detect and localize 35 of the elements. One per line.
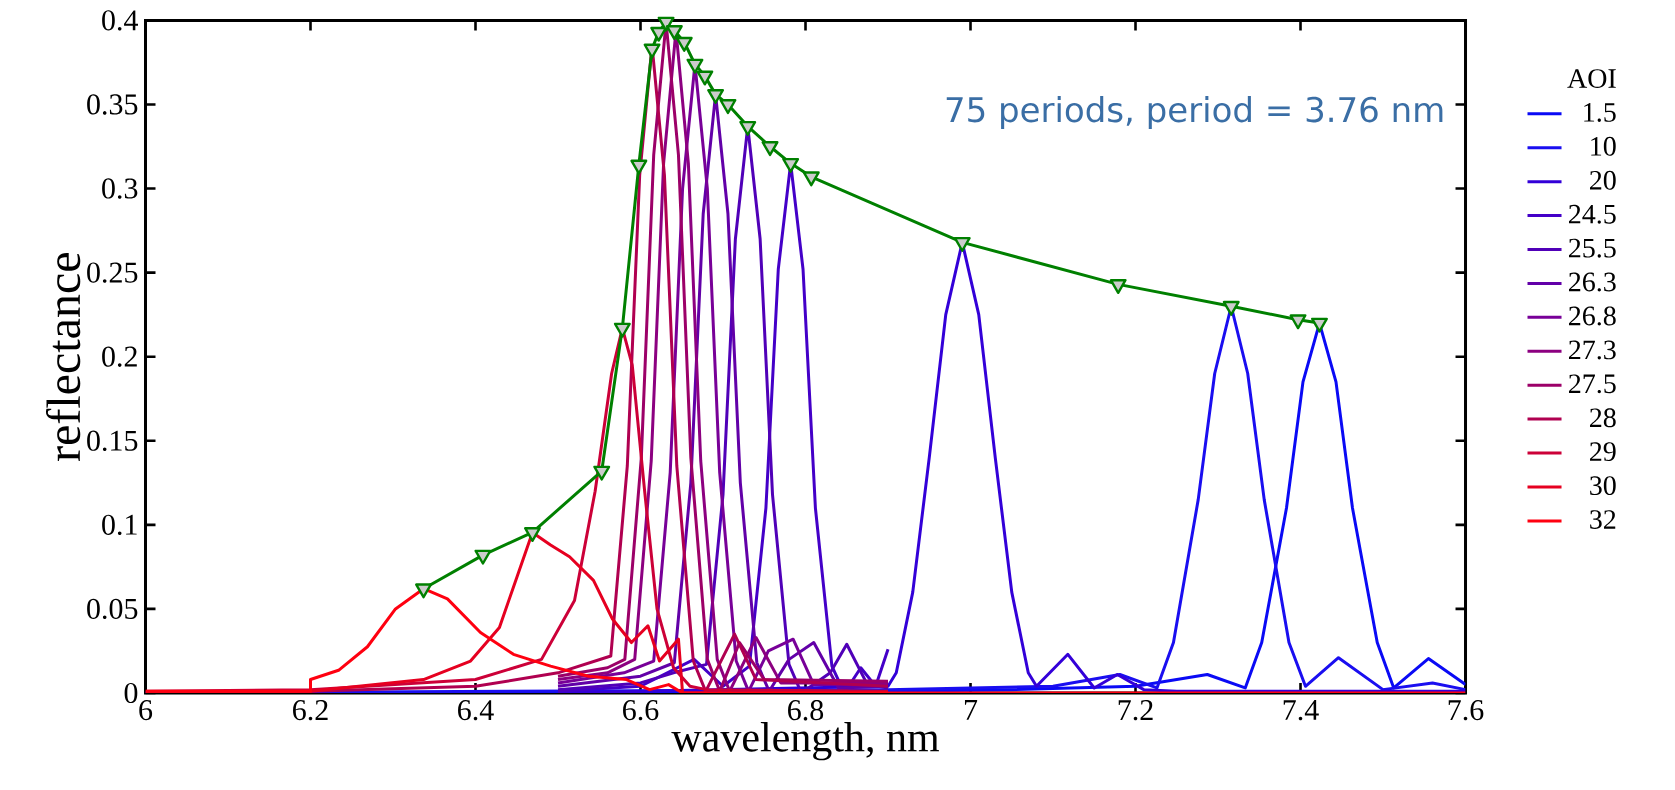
legend-label: 24.5 [1569,204,1616,224]
x-tick-label: 7.2 [1118,700,1153,721]
y-tick-label: 0.25 [87,262,138,283]
legend-label: 1.5 [1584,103,1616,122]
x-tick-label: 7.4 [1283,700,1319,721]
x-tick-label: 7.6 [1448,700,1484,721]
legend-label: 27.5 [1569,374,1616,394]
legend-label: 28 [1590,408,1616,428]
x-tick-label: 6.4 [458,700,494,721]
legend-label: 20 [1590,170,1616,190]
legend-label: 30 [1590,476,1616,496]
y-tick-label: 0.4 [102,10,138,31]
annotation: 75 periods, period = 3.76 nm [946,96,1443,129]
legend-label: 29 [1590,442,1616,462]
y-tick-label: 0 [124,682,138,704]
legend-label: 27.3 [1569,340,1616,360]
legend-label: 26.3 [1569,272,1616,292]
y-tick-label: 0.15 [87,430,138,451]
y-tick-label: 0.2 [102,346,137,367]
y-tick-label: 0.05 [87,598,138,620]
x-tick-label: 7 [964,700,978,720]
x-axis-title: wavelength, nm [671,722,939,761]
x-tick-label: 6.6 [623,700,659,721]
legend-title: AOI [1567,69,1616,88]
y-tick-label: 0.1 [102,514,137,536]
legend-label: 26.8 [1569,306,1616,326]
x-tick-label: 6.2 [293,700,328,721]
y-tick-label: 0.35 [87,94,138,115]
legend-label: 32 [1590,510,1616,529]
x-tick-label: 6.8 [788,700,824,721]
legend-label: 10 [1591,136,1616,156]
legend-label: 25.5 [1569,238,1616,258]
y-tick-label: 0.3 [102,178,138,199]
y-axis-title: reflectance [46,253,81,461]
x-tick-label: 6 [139,700,153,721]
